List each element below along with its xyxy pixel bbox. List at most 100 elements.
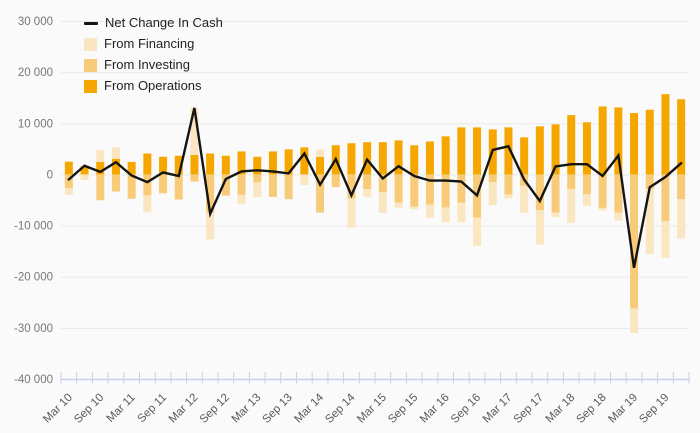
bar-segment-from-operations [614, 107, 623, 175]
x-tick-label: Mar 11 [105, 392, 138, 425]
bar-segment-from-financing [551, 212, 560, 218]
bar-segment-from-operations [268, 151, 277, 175]
bar-segment-from-financing [378, 192, 387, 213]
bar-segment-from-investing [159, 174, 168, 194]
x-tick-label: Sep 10 [72, 392, 106, 426]
bar-segment-from-investing [394, 174, 403, 203]
legend-item-from-financing[interactable]: From Financing [84, 37, 223, 51]
bar-segment-from-operations [347, 143, 356, 175]
x-tick-label: Sep 14 [323, 391, 358, 426]
y-tick-label: 20 000 [18, 67, 53, 79]
x-tick-label: Mar 16 [418, 392, 452, 426]
x-tick-label: Sep 11 [136, 392, 170, 426]
legend-item-net-change[interactable]: Net Change In Cash [84, 16, 223, 30]
bar-segment-from-operations [190, 154, 199, 175]
bar-segment-from-financing [425, 204, 434, 218]
bar-segment-from-operations [316, 156, 325, 175]
bar-segment-from-operations [237, 151, 246, 175]
bar-segment-from-financing [661, 220, 670, 258]
bar-segment-from-financing [316, 149, 325, 157]
bar-segment-from-operations [630, 113, 639, 175]
bar-segment-from-operations [582, 122, 591, 175]
bar-segment-from-financing [488, 182, 497, 206]
legend-item-from-operations[interactable]: From Operations [84, 79, 223, 93]
bar-segment-from-investing [190, 174, 199, 182]
bar-segment-from-investing [96, 174, 105, 201]
bar-segment-from-operations [159, 156, 168, 175]
financing-swatch [84, 37, 97, 51]
y-tick-label: -10 000 [14, 221, 53, 233]
bar-segment-from-investing [677, 174, 686, 199]
bar-segment-from-operations [520, 137, 529, 175]
legend-label: From Investing [104, 57, 190, 72]
net-change-line-swatch [84, 21, 98, 25]
bar-segment-from-operations [300, 147, 309, 175]
bar-segment-from-investing [316, 174, 325, 213]
bar-segment-from-financing [520, 185, 529, 213]
bar-segment-from-investing [567, 174, 576, 190]
bar-segment-from-investing [253, 174, 262, 183]
bar-segment-from-operations [221, 155, 230, 175]
x-tick-label: Mar 14 [292, 391, 326, 425]
investing-swatch [84, 58, 97, 72]
bar-segment-from-investing [614, 174, 623, 213]
bar-segment-from-operations [504, 127, 513, 175]
bar-segment-from-investing [64, 174, 73, 188]
bar-segment-from-operations [206, 153, 215, 175]
bar-segment-from-financing [363, 189, 372, 197]
bar-segment-from-operations [111, 158, 120, 175]
bar-segment-from-operations [645, 109, 654, 175]
bar-segment-from-operations [551, 124, 560, 175]
bar-segment-from-financing [410, 206, 419, 210]
bar-segment-from-financing [504, 194, 513, 199]
bar-segment-from-financing [80, 174, 89, 181]
bar-segment-from-investing [237, 174, 246, 195]
legend-item-from-investing[interactable]: From Investing [84, 58, 223, 72]
bar-segment-from-operations [96, 161, 105, 175]
bar-segment-from-operations [473, 127, 482, 175]
bar-segment-from-investing [661, 174, 670, 221]
bar-segment-from-financing [630, 308, 639, 333]
x-tick-label: Mar 18 [544, 392, 578, 426]
x-tick-label: Sep 12 [198, 392, 232, 426]
x-tick-label: Mar 12 [167, 392, 201, 426]
bar-segment-from-investing [410, 174, 419, 207]
bar-segment-from-operations [410, 145, 419, 175]
bar-segment-from-operations [394, 140, 403, 175]
bar-segment-from-investing [598, 174, 607, 208]
bar-segment-from-financing [535, 210, 544, 245]
bar-segment-from-operations [143, 153, 152, 175]
y-tick-label: 30 000 [18, 16, 53, 28]
x-tick-label: Sep 19 [637, 392, 671, 426]
bar-segment-from-investing [347, 174, 356, 199]
bar-segment-from-financing [143, 195, 152, 213]
net-change-line [67, 107, 683, 269]
bar-segment-from-operations [253, 156, 262, 175]
operations-swatch [84, 79, 97, 93]
bar-segment-from-investing [331, 174, 340, 187]
legend-label: From Operations [104, 78, 202, 93]
bar-segment-from-operations [378, 142, 387, 175]
x-tick-label: Mar 17 [481, 392, 515, 426]
bar-segment-from-investing [143, 174, 152, 196]
bar-segment-from-financing [111, 147, 120, 159]
bar-segment-from-financing [441, 207, 450, 223]
bar-segment-from-financing [190, 107, 199, 155]
bar-segment-from-investing [504, 174, 513, 195]
bar-segment-from-investing [441, 174, 450, 208]
x-tick-label: Sep 13 [261, 392, 295, 426]
bar-segment-from-financing [473, 217, 482, 247]
bar-segment-from-financing [300, 174, 309, 185]
x-tick-label: Sep 15 [386, 392, 420, 426]
bar-segment-from-investing [284, 174, 293, 200]
bar-segment-from-financing [645, 189, 654, 255]
bar-segment-from-financing [237, 194, 246, 205]
legend-label: Net Change In Cash [105, 15, 223, 30]
bar-segment-from-investing [206, 174, 215, 213]
bar-segment-from-investing [174, 174, 183, 200]
bar-segment-from-financing [347, 198, 356, 228]
bar-segment-from-investing [268, 174, 277, 197]
bar-segment-from-investing [630, 174, 639, 309]
